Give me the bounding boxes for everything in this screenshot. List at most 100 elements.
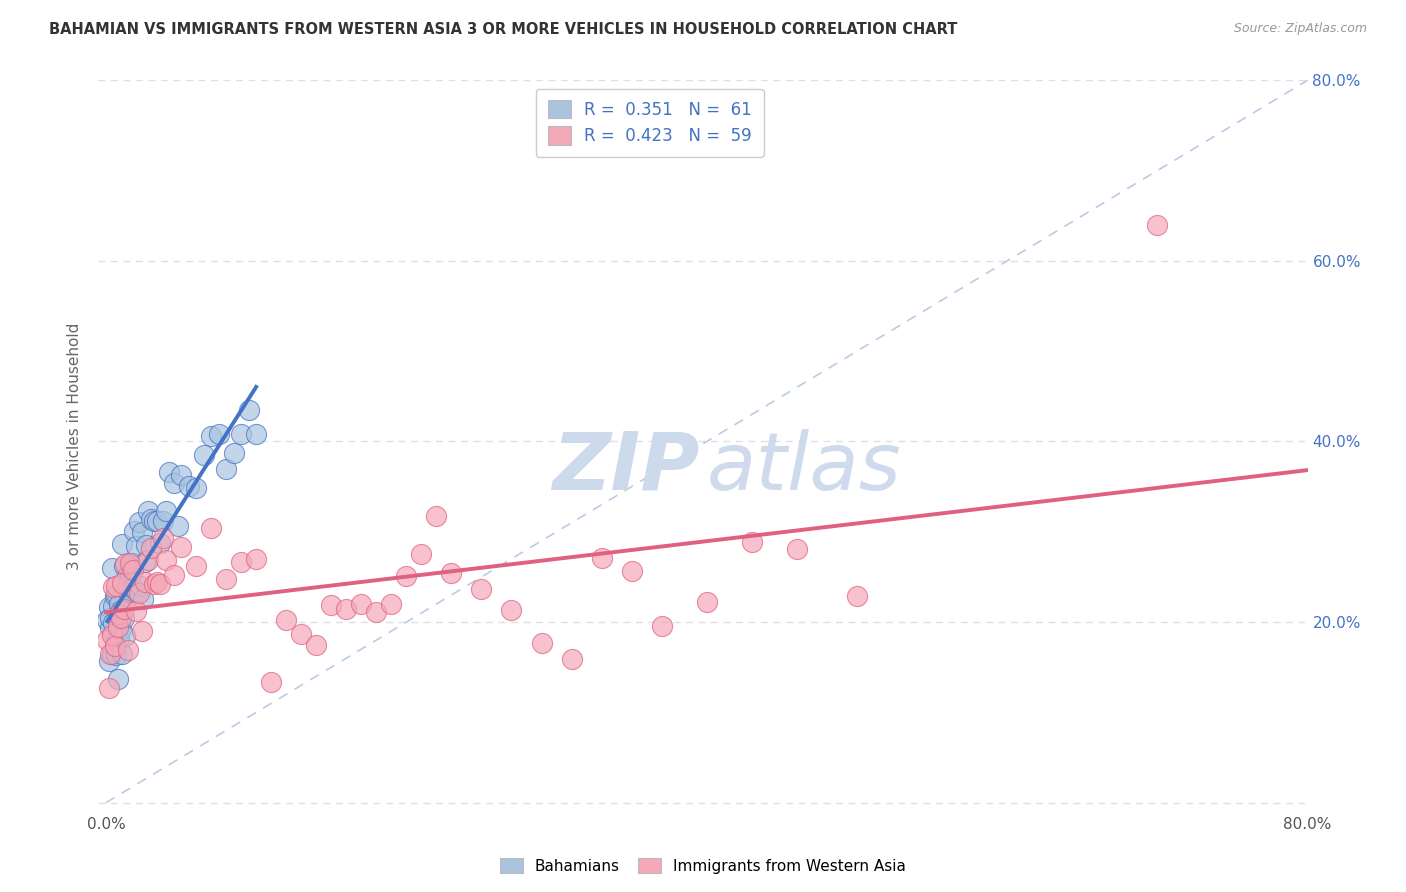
- Point: [131, 624, 153, 638]
- Point: [128, 586, 150, 600]
- Point: [139, 512, 162, 526]
- Point: [620, 564, 643, 578]
- Point: [229, 555, 252, 569]
- Point: [366, 605, 388, 619]
- Point: [741, 534, 763, 549]
- Point: [115, 568, 138, 582]
- Point: [290, 627, 312, 641]
- Point: [110, 622, 132, 636]
- Point: [108, 597, 131, 611]
- Point: [157, 465, 180, 479]
- Point: [155, 503, 177, 517]
- Point: [200, 429, 222, 443]
- Point: [100, 611, 122, 625]
- Point: [305, 638, 328, 652]
- Point: [104, 634, 127, 648]
- Point: [170, 467, 193, 482]
- Point: [425, 509, 447, 524]
- Point: [111, 537, 134, 551]
- Point: [238, 403, 260, 417]
- Point: [245, 551, 267, 566]
- Point: [276, 613, 298, 627]
- Text: BAHAMIAN VS IMMIGRANTS FROM WESTERN ASIA 3 OR MORE VEHICLES IN HOUSEHOLD CORRELA: BAHAMIAN VS IMMIGRANTS FROM WESTERN ASIA…: [49, 22, 957, 37]
- Point: [122, 564, 145, 578]
- Point: [1146, 218, 1168, 232]
- Point: [143, 577, 166, 591]
- Point: [124, 524, 146, 538]
- Point: [125, 604, 148, 618]
- Point: [136, 503, 159, 517]
- Point: [112, 602, 135, 616]
- Point: [184, 482, 207, 496]
- Point: [96, 613, 118, 627]
- Point: [501, 603, 523, 617]
- Point: [129, 579, 152, 593]
- Point: [260, 675, 283, 690]
- Point: [104, 640, 127, 654]
- Point: [105, 648, 128, 663]
- Point: [146, 514, 169, 528]
- Point: [152, 531, 174, 545]
- Legend: Bahamians, Immigrants from Western Asia: Bahamians, Immigrants from Western Asia: [494, 852, 912, 880]
- Text: ZIP: ZIP: [553, 429, 699, 507]
- Point: [162, 568, 184, 582]
- Point: [103, 599, 125, 613]
- Point: [193, 448, 215, 462]
- Point: [131, 524, 153, 539]
- Point: [125, 539, 148, 553]
- Point: [149, 576, 172, 591]
- Point: [132, 591, 155, 606]
- Point: [350, 598, 373, 612]
- Point: [100, 621, 122, 635]
- Point: [118, 556, 141, 570]
- Point: [321, 598, 343, 612]
- Point: [101, 628, 124, 642]
- Point: [111, 575, 134, 590]
- Text: Source: ZipAtlas.com: Source: ZipAtlas.com: [1233, 22, 1367, 36]
- Point: [162, 476, 184, 491]
- Point: [97, 600, 120, 615]
- Point: [335, 602, 357, 616]
- Point: [101, 561, 124, 575]
- Point: [108, 632, 131, 647]
- Point: [222, 446, 245, 460]
- Point: [118, 570, 141, 584]
- Point: [395, 569, 418, 583]
- Point: [127, 584, 149, 599]
- Point: [215, 572, 238, 586]
- Point: [134, 574, 156, 589]
- Point: [207, 427, 229, 442]
- Point: [591, 550, 613, 565]
- Point: [108, 607, 131, 621]
- Point: [97, 681, 120, 695]
- Point: [112, 611, 135, 625]
- Point: [114, 557, 136, 571]
- Point: [100, 647, 122, 661]
- Point: [121, 561, 143, 575]
- Point: [470, 582, 492, 597]
- Point: [135, 538, 157, 552]
- Point: [167, 519, 190, 533]
- Point: [143, 514, 166, 528]
- Point: [107, 620, 129, 634]
- Y-axis label: 3 or more Vehicles in Household: 3 or more Vehicles in Household: [67, 322, 83, 570]
- Point: [184, 558, 207, 573]
- Point: [170, 541, 193, 555]
- Point: [97, 654, 120, 668]
- Point: [200, 521, 222, 535]
- Point: [155, 553, 177, 567]
- Point: [152, 514, 174, 528]
- Point: [122, 581, 145, 595]
- Point: [101, 648, 124, 662]
- Point: [105, 579, 128, 593]
- Point: [111, 647, 134, 661]
- Point: [117, 642, 139, 657]
- Point: [530, 636, 553, 650]
- Point: [104, 590, 127, 604]
- Point: [110, 603, 132, 617]
- Point: [149, 535, 172, 549]
- Text: atlas: atlas: [707, 429, 901, 507]
- Point: [107, 623, 129, 637]
- Point: [139, 541, 162, 555]
- Point: [245, 427, 267, 442]
